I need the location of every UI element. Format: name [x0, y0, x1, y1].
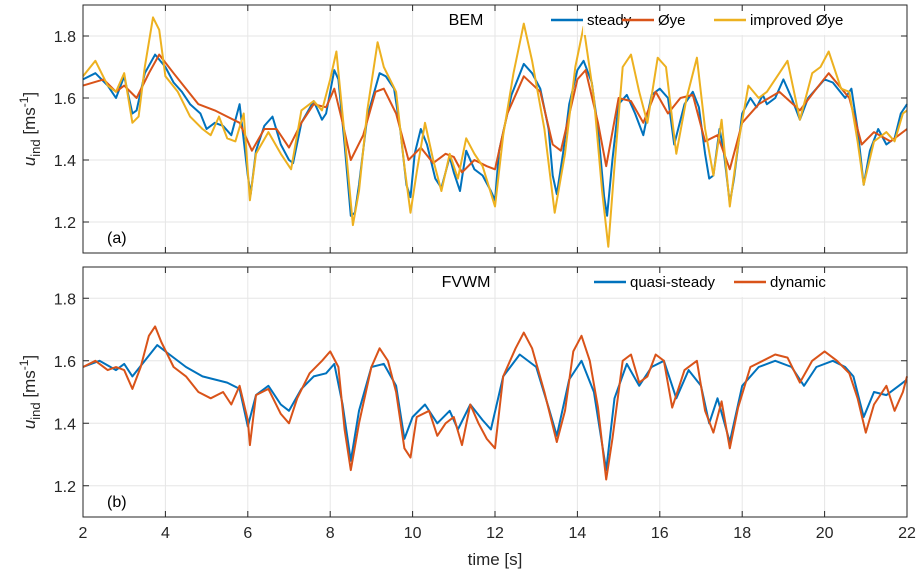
legend: quasi-steady dynamic — [594, 273, 903, 297]
y-axis-label-close: ] — [20, 92, 39, 97]
y-axis-label: uind [ms-1] — [17, 92, 43, 166]
y-axis-label-unit: [ms — [20, 370, 39, 402]
y-axis-label-sub: ind — [28, 139, 43, 156]
x-tick-label: 4 — [161, 525, 170, 542]
legend: steady Øye improved Øye — [551, 11, 903, 35]
legend-label: dynamic — [770, 274, 826, 291]
x-tick-label: 22 — [898, 525, 916, 542]
y-axis-label-sup: -1 — [17, 359, 31, 370]
y-axis-label: uind [ms-1] — [17, 355, 43, 429]
legend-label: Øye — [658, 12, 686, 29]
panel-title: BEM — [449, 12, 484, 29]
y-tick-label: 1.2 — [54, 479, 76, 496]
series-line--ye — [82, 53, 908, 174]
x-tick-label: 18 — [733, 525, 751, 542]
x-tick-label: 2 — [79, 525, 88, 542]
y-tick-label: 1.4 — [54, 416, 76, 433]
panel-title: FVWM — [442, 274, 491, 291]
legend-label: quasi-steady — [630, 274, 716, 291]
x-tick-label: 6 — [243, 525, 252, 542]
panel-a: 1.2 1.4 1.6 1.8 BEM (a) uind [ms-1] steady Øye im… — [17, 4, 908, 254]
x-tick-label: 16 — [651, 525, 669, 542]
legend-label: improved Øye — [750, 12, 843, 29]
legend-background — [626, 273, 903, 297]
x-tick-label: 8 — [326, 525, 335, 542]
y-tick-label: 1.4 — [54, 153, 76, 170]
x-tick-label: 20 — [816, 525, 834, 542]
y-tick-label: 1.6 — [54, 354, 76, 371]
y-tick-label: 1.6 — [54, 91, 76, 108]
y-axis-label-main: u — [20, 156, 39, 166]
series-line-dynamic — [82, 325, 908, 481]
x-tick-label: 14 — [569, 525, 587, 542]
panel-label: (b) — [107, 494, 127, 511]
series-line-quasi-steady — [82, 344, 908, 472]
y-axis-label-main: u — [20, 419, 39, 429]
y-tick-label: 1.8 — [54, 29, 76, 46]
y-axis-label-sup: -1 — [17, 96, 31, 107]
y-axis-label-unit: [ms — [20, 107, 39, 139]
series-group — [82, 325, 908, 481]
y-axis-label-sub: ind — [28, 402, 43, 419]
series-line-improved-ye — [82, 16, 908, 248]
x-tick-label: 10 — [404, 525, 422, 542]
panel-label: (a) — [107, 230, 127, 247]
y-tick-label: 1.8 — [54, 291, 76, 308]
panel-b: 1.2 1.4 1.6 1.8 2 4 6 8 10 12 14 16 18 20 22 FVWM (b) uin… — [17, 266, 916, 569]
x-tick-label: 12 — [486, 525, 504, 542]
y-axis-label-close: ] — [20, 355, 39, 360]
legend-background — [583, 11, 903, 35]
series-group — [82, 16, 908, 248]
x-axis-label: time [s] — [468, 550, 523, 569]
legend-label: steady — [587, 12, 632, 29]
y-tick-label: 1.2 — [54, 215, 76, 232]
